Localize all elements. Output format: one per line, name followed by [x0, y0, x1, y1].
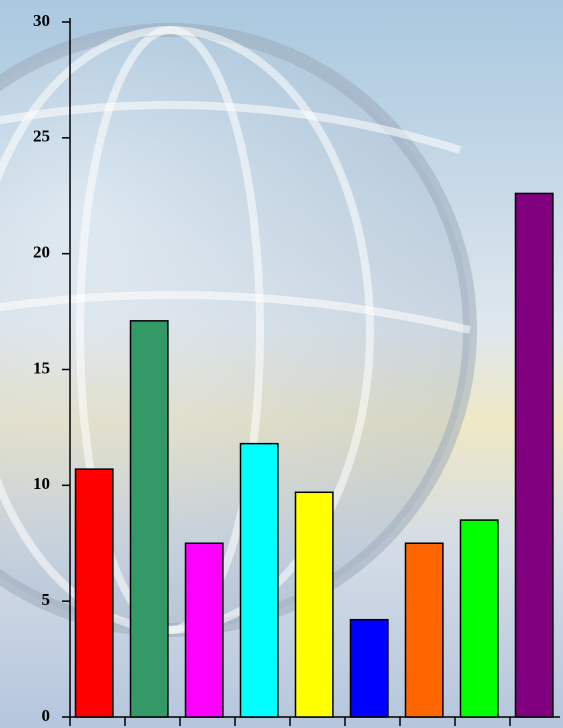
bar — [349, 618, 389, 718]
bar — [129, 320, 169, 718]
y-tick-label: 15 — [33, 358, 50, 377]
bar — [514, 192, 554, 718]
bar — [294, 491, 334, 718]
y-tick-label: 0 — [42, 706, 51, 725]
bar — [74, 468, 114, 718]
bar — [459, 519, 499, 718]
y-tick-label: 10 — [33, 474, 50, 493]
y-tick-label: 25 — [33, 127, 50, 146]
y-tick-label: 30 — [33, 11, 50, 30]
bar — [404, 542, 444, 718]
y-tick-label: 20 — [33, 243, 50, 262]
y-tick-label: 5 — [42, 590, 51, 609]
bar — [184, 542, 224, 718]
globe-meridians — [0, 26, 471, 634]
bar — [239, 442, 279, 718]
